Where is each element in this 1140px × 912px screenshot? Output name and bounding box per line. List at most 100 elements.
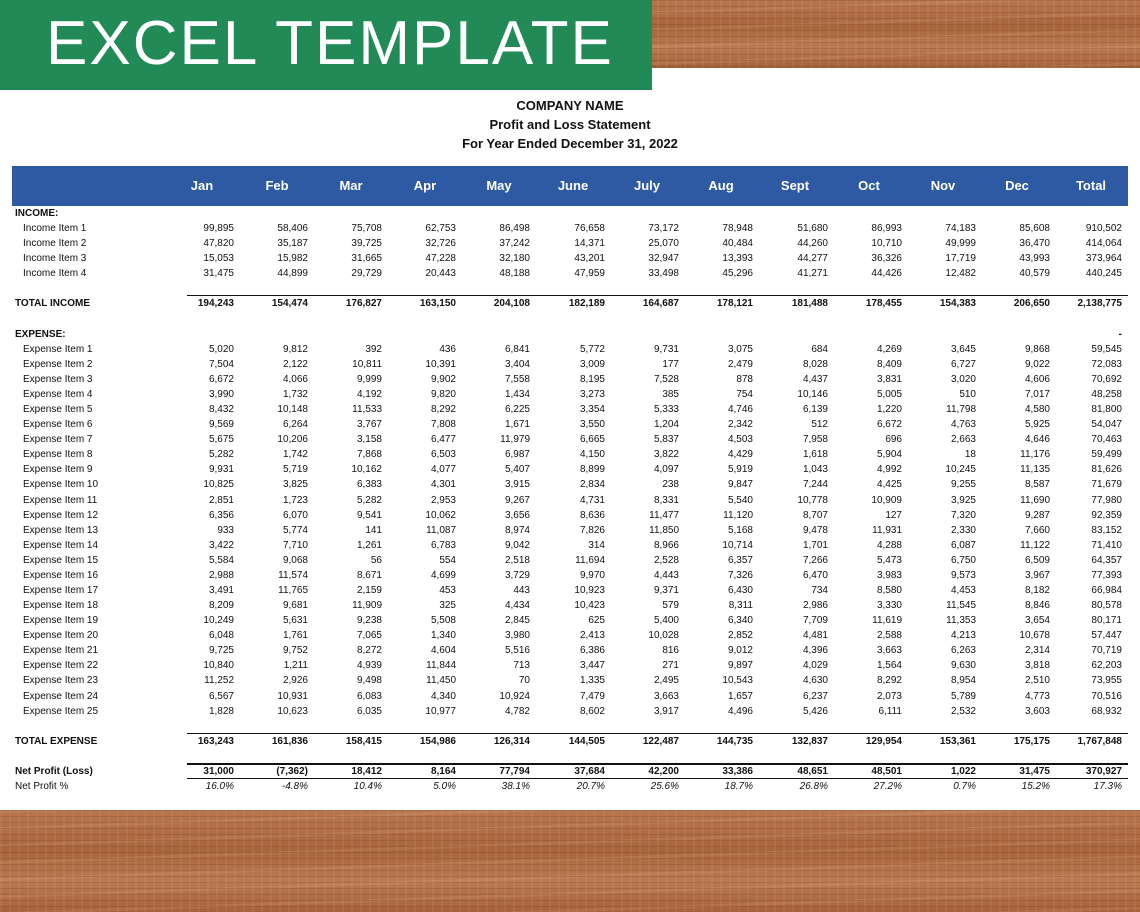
income-row-sept-cell: 51,680 [797, 223, 828, 235]
expense-row-may-cell: 3,656 [504, 509, 530, 521]
expense-row-june-cell: 9,970 [579, 569, 605, 581]
expense-row-oct-cell: 3,663 [876, 645, 902, 657]
expense-row-total-cell: 80,578 [1091, 600, 1122, 612]
expense-row-apr-cell: 1,340 [430, 630, 456, 642]
expense-row-nov-cell: 9,573 [950, 569, 976, 581]
expense-row-june-cell: 3,447 [579, 660, 605, 672]
expense-row-june-cell: 11,694 [575, 554, 605, 566]
expense-row-nov-cell: 2,663 [950, 434, 976, 446]
expense-row-aug-cell: 9,897 [727, 660, 753, 672]
expense-row-jan-cell: 1,828 [208, 705, 234, 717]
income-header: INCOME: [12, 206, 1128, 221]
net-profit-row-may-cell: 77,794 [499, 765, 530, 777]
expense-row-may-cell: 3,980 [504, 630, 530, 642]
net-profit-pct-row-label: Net Profit % [15, 781, 69, 793]
income-row-oct-cell: 44,426 [871, 268, 902, 280]
total-income-row: TOTAL INCOME 194,243 154,474 176,827 163,150… [12, 296, 1128, 311]
expense-row-may-cell: 9,042 [504, 539, 530, 551]
expense-row-oct-cell: 127 [885, 509, 902, 521]
expense-row-aug-cell: 3,075 [727, 343, 753, 355]
total-expense-row-may-cell: 126,314 [493, 735, 530, 747]
total-expense-row-sept-cell: 132,837 [791, 735, 828, 747]
total-income-row-total-cell: 2,138,775 [1077, 298, 1123, 310]
expense-row-total-cell: 70,463 [1091, 434, 1122, 446]
income-row-feb-cell: 58,406 [277, 223, 308, 235]
total-expense-row-mar-cell: 158,415 [345, 735, 382, 747]
expense-row-label: Expense Item 18 [23, 600, 99, 612]
expense-row-feb-cell: 7,710 [282, 539, 308, 551]
total-income-row-may-cell: 204,108 [493, 298, 530, 310]
expense-row-apr-cell: 453 [439, 585, 456, 596]
expense-row-apr-cell: 325 [439, 600, 456, 612]
expense-row-dec-cell: 9,287 [1024, 509, 1050, 521]
expense-row-dec-cell: 8,846 [1024, 600, 1050, 612]
expense-row-may-cell: 7,558 [504, 373, 530, 385]
expense-row-label: Expense Item 25 [23, 705, 99, 717]
expense-row-label: Expense Item 7 [23, 434, 93, 446]
income-row-total-cell: 373,964 [1085, 253, 1122, 265]
column-header-nov: Nov [930, 178, 956, 193]
expense-row-july-cell: 816 [662, 645, 679, 657]
expense-row-nov-cell: 11,798 [946, 404, 976, 416]
expense-row-dec-cell: 2,510 [1024, 675, 1050, 687]
expense-row-july-cell: 177 [662, 358, 679, 370]
expense-row-total-cell: 81,626 [1091, 464, 1122, 476]
expense-row-jan-cell: 933 [217, 524, 234, 536]
expense-row-label: Expense Item 16 [23, 569, 99, 581]
expense-row-aug-cell: 2,479 [727, 358, 753, 370]
expense-row-jan-cell: 8,209 [208, 600, 234, 612]
expense-row-aug-cell: 4,746 [727, 404, 753, 416]
column-header-sept: Sept [780, 178, 810, 193]
expense-row-aug-cell: 4,496 [727, 705, 753, 717]
expense-row-may-cell: 3,915 [504, 479, 530, 491]
expense-row-apr-cell: 4,604 [430, 645, 456, 657]
expense-row-may-cell: 4,434 [504, 600, 530, 612]
income-row-oct-cell: 86,993 [871, 223, 902, 235]
expense-row-sept-cell: 4,437 [802, 373, 828, 385]
expense-row: Expense Item 10 10,825 3,825 6,383 4,301 3,91… [12, 477, 1128, 492]
expense-row-june-cell: 3,009 [579, 358, 605, 370]
report-heading: COMPANY NAME Profit and Loss Statement F… [0, 96, 1140, 153]
expense-row-mar-cell: 2,159 [356, 585, 382, 596]
expense-row-label: Expense Item 1 [23, 343, 93, 355]
expense-row-mar-cell: 3,158 [356, 434, 382, 446]
total-income-row-nov-cell: 154,383 [939, 298, 976, 310]
expense-row-july-cell: 2,528 [653, 554, 679, 566]
total-expense-row-june-cell: 144,505 [568, 735, 605, 747]
expense-row-total-cell: 64,357 [1091, 554, 1122, 566]
expense-row-label: Expense Item 21 [23, 645, 99, 657]
expense-row-oct-cell: 11,931 [872, 524, 902, 536]
expense-row-aug-cell: 754 [736, 388, 753, 400]
expense-row-apr-cell: 11,087 [426, 524, 456, 536]
expense-row-aug-cell: 9,847 [727, 479, 753, 491]
net-profit-row-oct-cell: 48,501 [871, 765, 902, 777]
net-profit-row: Net Profit (Loss) 31,000 (7,362) 18,412 8,16… [12, 764, 1128, 779]
expense-row-july-cell: 5,837 [653, 434, 679, 446]
expense-row-may-cell: 3,729 [504, 569, 530, 581]
expense-row-jan-cell: 2,988 [208, 569, 234, 581]
income-row-apr-cell: 47,228 [425, 253, 456, 265]
expense-row-oct-cell: 1,220 [876, 404, 902, 416]
expense-row-sept-cell: 8,028 [802, 358, 828, 370]
expense-row-dec-cell: 8,587 [1024, 479, 1050, 491]
expense-row-feb-cell: 1,211 [283, 660, 308, 672]
expense-row-sept-cell: 684 [811, 343, 828, 355]
expense-row-june-cell: 4,731 [579, 494, 605, 506]
expense-row-dec-cell: 7,017 [1024, 388, 1050, 400]
expense-row-nov-cell: 6,750 [950, 554, 976, 566]
net-profit-row-feb-cell: (7,362) [276, 765, 308, 777]
expense-row-nov-cell: 3,020 [950, 373, 976, 385]
expense-row-mar-cell: 4,192 [356, 388, 382, 400]
income-row-feb-cell: 44,899 [277, 268, 308, 280]
expense-row-july-cell: 10,028 [648, 630, 679, 642]
expense-row: Expense Item 2 7,504 2,122 10,811 10,391 3,40… [12, 357, 1128, 372]
expense-row-july-cell: 579 [662, 600, 679, 612]
expense-row-aug-cell: 6,430 [727, 585, 753, 596]
expense-row-june-cell: 7,826 [579, 524, 605, 536]
expense-row-may-cell: 1,434 [504, 388, 530, 400]
income-row-june-cell: 43,201 [574, 253, 605, 265]
income-row-feb-cell: 15,982 [277, 253, 308, 265]
income-row-oct-cell: 10,710 [871, 238, 902, 250]
income-row-total-cell: 910,502 [1085, 223, 1122, 235]
income-row-aug-cell: 78,948 [722, 223, 753, 235]
